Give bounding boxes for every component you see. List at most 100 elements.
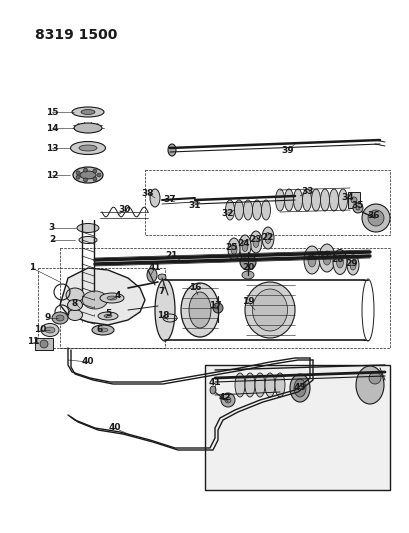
- Text: 33: 33: [301, 188, 313, 197]
- Circle shape: [367, 210, 383, 226]
- Ellipse shape: [225, 200, 234, 220]
- Ellipse shape: [293, 189, 302, 211]
- Ellipse shape: [252, 237, 258, 247]
- Ellipse shape: [303, 246, 319, 274]
- Circle shape: [92, 169, 97, 173]
- Text: 19: 19: [241, 297, 254, 306]
- Circle shape: [83, 178, 88, 182]
- Ellipse shape: [245, 282, 294, 338]
- Ellipse shape: [56, 315, 64, 321]
- Text: 28: 28: [331, 255, 344, 264]
- Circle shape: [239, 254, 255, 270]
- Ellipse shape: [100, 293, 124, 303]
- Ellipse shape: [73, 167, 103, 183]
- Ellipse shape: [82, 291, 107, 309]
- Ellipse shape: [322, 251, 330, 265]
- Ellipse shape: [107, 296, 117, 300]
- Ellipse shape: [147, 268, 157, 282]
- Circle shape: [355, 206, 359, 210]
- Ellipse shape: [45, 327, 55, 333]
- Ellipse shape: [72, 107, 104, 117]
- Ellipse shape: [261, 227, 273, 249]
- Circle shape: [220, 393, 234, 407]
- Text: 2: 2: [49, 236, 55, 245]
- Text: 41: 41: [148, 263, 161, 272]
- Text: 23: 23: [249, 236, 262, 245]
- Text: 27: 27: [318, 251, 330, 260]
- Circle shape: [225, 397, 230, 403]
- Text: 12: 12: [46, 171, 58, 180]
- Ellipse shape: [329, 189, 338, 211]
- Text: 32: 32: [221, 208, 234, 217]
- Text: 14: 14: [45, 124, 58, 133]
- Ellipse shape: [79, 145, 97, 151]
- Ellipse shape: [284, 189, 293, 211]
- Ellipse shape: [189, 292, 211, 328]
- Ellipse shape: [157, 274, 166, 280]
- Text: 8: 8: [72, 298, 78, 308]
- Ellipse shape: [261, 200, 270, 220]
- Ellipse shape: [318, 244, 334, 272]
- Ellipse shape: [245, 373, 254, 397]
- Ellipse shape: [238, 235, 250, 257]
- Text: 4: 4: [115, 292, 121, 301]
- Ellipse shape: [289, 374, 309, 402]
- Ellipse shape: [79, 237, 97, 244]
- Ellipse shape: [311, 189, 320, 211]
- Text: 20: 20: [241, 263, 254, 272]
- Circle shape: [40, 340, 48, 348]
- Ellipse shape: [41, 324, 59, 336]
- Text: 24: 24: [237, 239, 250, 248]
- Ellipse shape: [67, 300, 82, 311]
- Circle shape: [76, 175, 80, 179]
- Ellipse shape: [241, 240, 247, 252]
- Ellipse shape: [332, 249, 346, 274]
- Bar: [347, 192, 359, 208]
- Ellipse shape: [350, 197, 356, 203]
- Circle shape: [76, 171, 80, 175]
- Ellipse shape: [70, 141, 105, 155]
- Ellipse shape: [241, 271, 254, 279]
- Ellipse shape: [302, 189, 311, 211]
- Ellipse shape: [155, 279, 175, 341]
- Text: 17: 17: [208, 301, 221, 310]
- Ellipse shape: [293, 379, 305, 397]
- Ellipse shape: [264, 232, 270, 244]
- Ellipse shape: [98, 312, 118, 320]
- Ellipse shape: [275, 189, 284, 211]
- Text: 29: 29: [345, 259, 357, 268]
- Text: 5: 5: [105, 310, 111, 319]
- Ellipse shape: [234, 373, 245, 397]
- Circle shape: [92, 177, 97, 181]
- Ellipse shape: [355, 366, 383, 404]
- Ellipse shape: [264, 373, 274, 397]
- Text: 18: 18: [156, 311, 169, 320]
- Ellipse shape: [180, 283, 218, 337]
- Circle shape: [361, 204, 389, 232]
- Ellipse shape: [243, 200, 252, 220]
- Text: 25: 25: [225, 244, 238, 253]
- Ellipse shape: [338, 189, 347, 211]
- Text: 26: 26: [305, 253, 317, 262]
- Text: 38: 38: [142, 189, 154, 198]
- Text: 9: 9: [45, 313, 51, 322]
- Ellipse shape: [168, 144, 175, 156]
- Bar: [204, 365, 389, 490]
- Text: 22: 22: [261, 232, 274, 241]
- Text: 34: 34: [341, 193, 353, 203]
- Ellipse shape: [252, 200, 261, 220]
- Text: 37: 37: [163, 196, 176, 205]
- Circle shape: [83, 168, 88, 172]
- Ellipse shape: [227, 238, 239, 260]
- Ellipse shape: [252, 289, 287, 331]
- Ellipse shape: [80, 171, 96, 179]
- Ellipse shape: [346, 255, 358, 275]
- Ellipse shape: [336, 256, 343, 268]
- Text: 1: 1: [29, 263, 35, 272]
- Ellipse shape: [77, 223, 99, 232]
- Ellipse shape: [92, 325, 114, 335]
- Ellipse shape: [81, 109, 95, 115]
- Circle shape: [352, 203, 362, 213]
- Ellipse shape: [320, 189, 329, 211]
- Text: 10: 10: [34, 326, 46, 335]
